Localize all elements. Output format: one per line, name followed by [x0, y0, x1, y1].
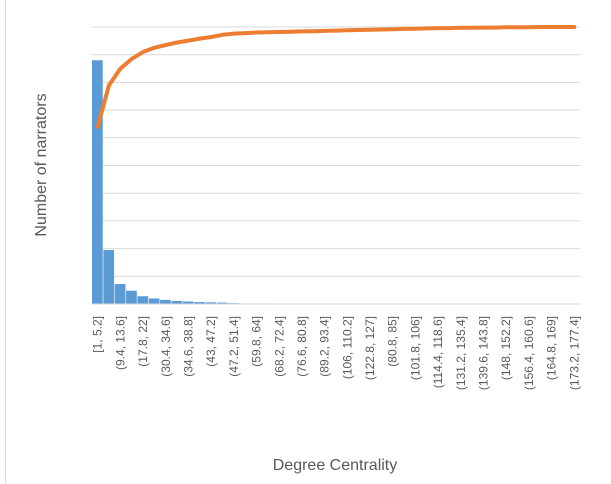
x-tick-label: (59.8, 64] [250, 316, 264, 367]
x-tick-label: (9.4, 13.6] [113, 316, 127, 370]
bar [137, 296, 149, 304]
x-tick-label: (156.4, 160.6] [522, 316, 536, 390]
x-tick-label: (76.6, 80.8] [295, 316, 309, 377]
x-tick-label: (131.2, 135.4] [454, 316, 468, 390]
x-tick-label: (80.8, 85] [386, 316, 400, 367]
x-axis-title: Degree Centrality [273, 457, 398, 474]
x-tick-label: (101.8, 106] [408, 316, 422, 380]
x-tick-label: (139.6, 143.8] [477, 316, 491, 390]
x-tick-label: [1, 5.2] [91, 316, 105, 353]
x-tick-label: (106, 110.2] [340, 316, 354, 379]
bar [114, 284, 126, 304]
x-tick-label: (164.8, 169] [545, 316, 559, 380]
bar [160, 299, 171, 304]
bar [92, 60, 103, 304]
gridlines [92, 26, 580, 305]
bar [182, 301, 194, 304]
x-tick-label: (122.8, 127] [363, 316, 377, 380]
x-tick-label: (114.4, 118.6] [431, 316, 445, 388]
x-tick-label: (47.2, 51.4] [227, 316, 241, 377]
bar [205, 302, 217, 304]
bar [126, 290, 137, 304]
bar [148, 298, 160, 304]
bar [171, 300, 183, 304]
bar [216, 302, 228, 304]
bar-series [92, 60, 353, 304]
x-tick-label: (34.6, 38.8] [182, 316, 196, 377]
x-tick-labels: [1, 5.2] (9.4, 13.6] (17.8, 22] (30.4, 34.6… [91, 316, 582, 390]
x-tick-label: (173.2, 177.4] [567, 316, 581, 390]
x-tick-label: (68.2, 72.4] [272, 316, 286, 377]
chart-frame [5, 0, 605, 484]
y-axis-title: Number of narrators [33, 93, 50, 236]
cumulative-line [95, 25, 577, 129]
x-tick-label: (30.4, 34.6] [159, 316, 173, 377]
x-tick-label: (17.8, 22] [136, 316, 150, 367]
bar [194, 302, 205, 304]
x-tick-label: (43, 47.2] [204, 316, 218, 367]
bar [103, 249, 115, 304]
x-tick-label: (89.2, 93.4] [318, 316, 332, 377]
x-tick-label: (148, 152.2] [499, 316, 513, 380]
